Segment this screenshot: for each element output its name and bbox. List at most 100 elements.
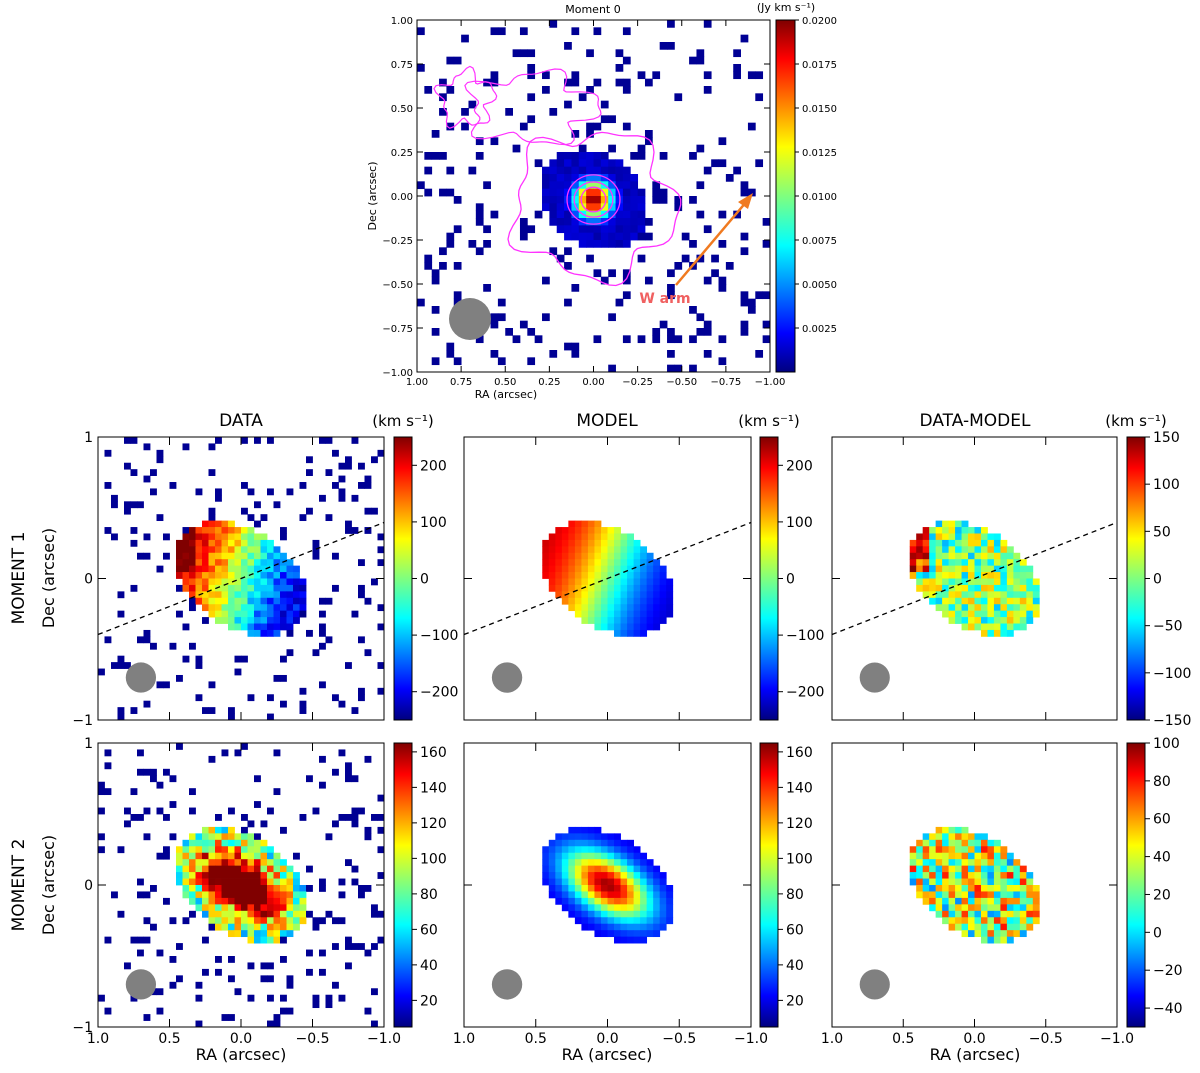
heatmap-pixel xyxy=(614,539,621,547)
heatmap-pixel xyxy=(581,520,589,528)
heatmap-pixel xyxy=(182,872,190,879)
heatmap-pixel xyxy=(117,707,125,714)
heatmap-pixel xyxy=(980,617,988,624)
w-arm-arrowhead xyxy=(738,193,753,209)
heatmap-pixel xyxy=(195,552,203,560)
heatmap-pixel xyxy=(961,527,969,534)
heatmap-pixel xyxy=(561,852,569,860)
heatmap-pixel xyxy=(241,533,248,541)
moment0-pixel xyxy=(527,64,536,72)
heatmap-pixel xyxy=(228,846,235,854)
heatmap-pixel xyxy=(935,559,943,567)
heatmap-pixel xyxy=(633,891,641,899)
heatmap-pixel xyxy=(980,897,988,905)
heatmap-pixel xyxy=(993,936,1001,944)
heatmap-pixel xyxy=(1019,584,1027,592)
heatmap-pixel xyxy=(176,610,183,618)
heatmap-pixel xyxy=(587,872,595,879)
heatmap-pixel xyxy=(968,872,975,879)
heatmap-pixel xyxy=(1000,617,1008,624)
heatmap-pixel xyxy=(286,904,294,912)
heatmap-pixel xyxy=(607,891,615,899)
heatmap-pixel xyxy=(189,552,196,560)
moment0-xtick-label: −0.50 xyxy=(666,377,697,388)
heatmap-pixel xyxy=(929,572,937,579)
colorbar-label: 140 xyxy=(786,780,813,796)
heatmap-pixel xyxy=(568,846,576,854)
moment0-pixel xyxy=(490,27,499,36)
heatmap-pixel xyxy=(646,910,654,918)
heatmap-pixel xyxy=(228,923,235,931)
heatmap-pixel xyxy=(646,552,654,560)
heatmap-pixel xyxy=(935,552,943,560)
heatmap-pixel xyxy=(627,891,634,899)
heatmap-pixel xyxy=(587,591,595,599)
heatmap-pixel xyxy=(909,539,917,547)
heatmap-pixel xyxy=(942,572,949,579)
heatmap-pixel xyxy=(587,839,595,847)
moment0-pixel xyxy=(711,159,719,168)
heatmap-pixel xyxy=(555,559,563,567)
heatmap-pixel xyxy=(581,572,589,579)
heatmap-pixel xyxy=(948,604,956,612)
heatmap-pixel xyxy=(306,910,313,918)
heatmap-pixel xyxy=(215,494,222,502)
moment0-cb-label: 0.0025 xyxy=(802,324,837,335)
colorbar-label: 20 xyxy=(786,993,804,1009)
heatmap-pixel xyxy=(1019,559,1027,567)
heatmap-pixel xyxy=(286,629,294,637)
heatmap-pixel xyxy=(377,794,384,802)
moment0-pixel xyxy=(747,188,756,197)
colorbar xyxy=(1126,436,1146,721)
heatmap-pixel xyxy=(117,655,125,663)
colorbar-label: 60 xyxy=(1153,812,1171,828)
moment0-pixel xyxy=(578,196,587,204)
heatmap-pixel xyxy=(247,846,255,854)
moment0-pixel xyxy=(439,247,447,256)
heatmap-pixel xyxy=(614,910,621,918)
heatmap-pixel xyxy=(640,936,648,944)
heatmap-pixel xyxy=(143,917,151,925)
heatmap-pixel xyxy=(922,891,930,899)
moment0-pixel xyxy=(608,203,616,212)
heatmap-pixel xyxy=(182,885,190,892)
heatmap-pixel xyxy=(614,629,621,637)
heatmap-pixel xyxy=(581,885,589,892)
heatmap-pixel xyxy=(195,872,203,879)
moment0-pixel xyxy=(718,159,727,168)
moment0-colorbar xyxy=(775,19,796,373)
heatmap-pixel xyxy=(955,533,962,541)
heatmap-pixel xyxy=(202,520,209,528)
moment0-pixel xyxy=(571,181,580,190)
heatmap-pixel xyxy=(1032,610,1040,618)
heatmap-pixel xyxy=(319,597,326,605)
heatmap-pixel xyxy=(587,826,595,834)
heatmap-pixel xyxy=(929,597,937,605)
heatmap-pixel xyxy=(987,552,995,560)
heatmap-pixel xyxy=(968,917,975,925)
moment0-pixel xyxy=(527,93,536,102)
heatmap-pixel xyxy=(241,878,248,886)
heatmap-pixel xyxy=(916,865,924,873)
heatmap-pixel xyxy=(653,578,661,586)
w-arm-label: W arm xyxy=(639,291,690,307)
moment0-pixel xyxy=(600,196,609,204)
heatmap-pixel xyxy=(974,923,982,931)
heatmap-pixel xyxy=(254,623,261,631)
heatmap-pixel xyxy=(163,681,170,689)
heatmap-pixel xyxy=(607,584,615,592)
heatmap-pixel xyxy=(286,565,294,573)
heatmap-pixel xyxy=(548,891,556,899)
heatmap-pixel xyxy=(234,527,242,534)
heatmap-pixel xyxy=(254,584,261,592)
heatmap-pixel xyxy=(935,833,943,841)
heatmap-pixel xyxy=(215,872,222,879)
heatmap-pixel xyxy=(260,910,268,918)
heatmap-pixel xyxy=(143,807,151,815)
heatmap-pixel xyxy=(260,839,268,847)
moment0-pixel xyxy=(696,56,705,65)
heatmap-pixel xyxy=(555,859,563,867)
moment0-pixel xyxy=(446,350,455,358)
moment0-pixel xyxy=(622,203,631,212)
heatmap-pixel xyxy=(215,552,222,560)
